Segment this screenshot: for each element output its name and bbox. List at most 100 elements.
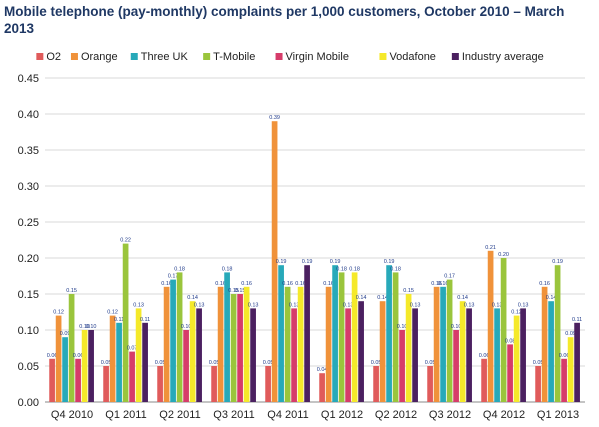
- legend-swatch: [451, 53, 459, 60]
- legend-label: Orange: [81, 51, 118, 63]
- x-tick-label: Q3 2011: [213, 409, 254, 421]
- y-tick-label: 0.05: [18, 361, 39, 373]
- bar: [129, 351, 135, 402]
- bar: [459, 301, 466, 402]
- data-label: 0.15: [235, 288, 246, 294]
- y-tick-label: 0.25: [18, 217, 39, 229]
- x-tick-label: Q1 2011: [105, 409, 146, 421]
- bar: [399, 330, 405, 402]
- data-label: 0.05: [155, 360, 166, 366]
- data-label: 0.16: [295, 281, 306, 287]
- data-label: 0.13: [289, 302, 300, 308]
- x-tick-label: Q4 2011: [267, 409, 308, 421]
- bar: [291, 308, 297, 402]
- data-label: 0.15: [228, 288, 239, 294]
- legend-label: Industry average: [462, 51, 544, 63]
- data-label: 0.14: [457, 295, 468, 301]
- bar: [412, 308, 418, 402]
- data-label: 0.16: [438, 281, 449, 287]
- data-label: 0.16: [282, 281, 293, 287]
- bar: [325, 286, 332, 402]
- data-label: 0.14: [377, 295, 388, 301]
- bar: [507, 344, 513, 402]
- bar: [561, 358, 567, 402]
- data-label: 0.13: [248, 302, 259, 308]
- data-label: 0.20: [498, 252, 509, 258]
- bar: [183, 330, 189, 402]
- bar: [548, 301, 554, 402]
- legend-swatch: [36, 53, 44, 60]
- data-label: 0.18: [349, 266, 360, 272]
- data-label: 0.16: [161, 281, 172, 287]
- data-label: 0.18: [336, 266, 347, 272]
- bar: [487, 250, 494, 402]
- bar: [386, 265, 392, 402]
- bar: [535, 366, 541, 402]
- legend-label: O2: [46, 51, 61, 63]
- x-tick-label: Q2 2012: [375, 409, 417, 421]
- data-label: 0.14: [546, 295, 557, 301]
- data-label: 0.17: [444, 274, 455, 280]
- data-label: 0.19: [552, 259, 563, 265]
- y-tick-label: 0.20: [18, 253, 39, 265]
- bar: [304, 265, 310, 402]
- bar: [230, 294, 237, 402]
- x-tick-label: Q1 2013: [537, 409, 579, 421]
- data-label: 0.12: [107, 310, 118, 316]
- data-label: 0.05: [209, 360, 220, 366]
- data-label: 0.14: [356, 295, 367, 301]
- data-label: 0.22: [120, 238, 131, 244]
- bar: [338, 272, 345, 402]
- bar: [405, 294, 412, 402]
- bar: [373, 366, 379, 402]
- legend-swatch: [275, 53, 283, 60]
- data-label: 0.16: [539, 281, 550, 287]
- bar: [466, 308, 472, 402]
- bar: [109, 315, 116, 402]
- data-label: 0.06: [479, 353, 490, 359]
- bar: [297, 286, 304, 402]
- bar: [237, 294, 243, 402]
- legend-swatch: [379, 53, 387, 60]
- data-label: 0.12: [53, 310, 64, 316]
- data-label: 0.21: [485, 245, 496, 251]
- bar: [49, 358, 55, 402]
- data-label: 0.09: [565, 331, 576, 337]
- data-label: 0.15: [403, 288, 414, 294]
- data-label: 0.13: [343, 302, 354, 308]
- bar: [211, 366, 217, 402]
- data-label: 0.13: [518, 302, 529, 308]
- x-tick-label: Q2 2011: [159, 409, 200, 421]
- bar: [62, 337, 68, 402]
- data-label: 0.17: [168, 274, 179, 280]
- data-label: 0.08: [505, 338, 516, 344]
- x-tick-label: Q3 2012: [429, 409, 471, 421]
- y-tick-label: 0.45: [18, 73, 39, 85]
- bar: [541, 286, 548, 402]
- data-label: 0.05: [101, 360, 112, 366]
- y-tick-label: 0.10: [18, 325, 39, 337]
- bar: [103, 366, 109, 402]
- legend-swatch: [130, 53, 138, 60]
- data-label: 0.10: [181, 324, 192, 330]
- bar: [278, 265, 284, 402]
- bar: [271, 121, 278, 402]
- bar: [392, 272, 399, 402]
- bar: [332, 265, 338, 402]
- data-label: 0.05: [371, 360, 382, 366]
- y-tick-label: 0.40: [18, 109, 39, 121]
- bar: [224, 272, 230, 402]
- data-label: 0.13: [492, 302, 503, 308]
- data-label: 0.16: [215, 281, 226, 287]
- bar: [427, 366, 433, 402]
- data-label: 0.13: [410, 302, 421, 308]
- data-label: 0.10: [397, 324, 408, 330]
- bar: [574, 322, 580, 402]
- data-label: 0.11: [140, 317, 150, 323]
- legend-label: T-Mobile: [213, 51, 255, 63]
- bar: [217, 286, 224, 402]
- data-label: 0.06: [73, 353, 84, 359]
- data-label: 0.13: [464, 302, 475, 308]
- bar: [157, 366, 163, 402]
